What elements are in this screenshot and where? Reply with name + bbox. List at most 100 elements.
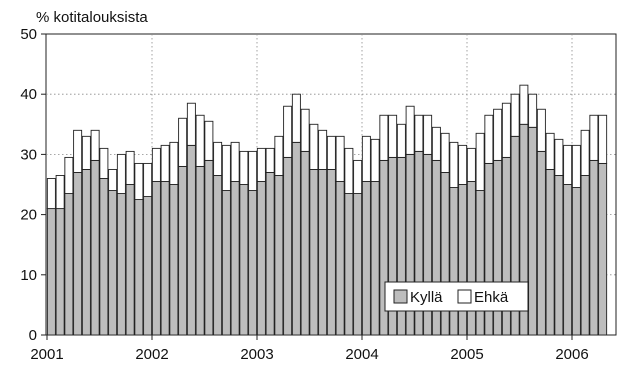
y-axis-label: % kotitalouksista	[36, 9, 148, 26]
bar-ehka-2005-03	[484, 114, 494, 164]
bar-ehka-2001-06	[90, 129, 100, 161]
bar-ehka-2002-05	[186, 102, 196, 146]
bar-ehka-2001-01	[46, 178, 56, 210]
x-tick-label-2003: 2003	[240, 346, 273, 363]
bar-ehka-2004-11	[449, 141, 459, 188]
bar-kylla-2006-01	[571, 187, 581, 336]
bar-kylla-2003-11	[344, 193, 354, 336]
bar-ehka-2001-11	[134, 162, 144, 200]
bar-group	[46, 84, 608, 336]
bar-ehka-2004-05	[396, 123, 406, 158]
bar-kylla-2002-08	[213, 175, 223, 336]
bar-ehka-2003-06	[300, 108, 310, 152]
bar-ehka-2005-12	[563, 144, 573, 185]
y-tick-label-30: 30	[20, 146, 37, 163]
x-tick-label-2005: 2005	[450, 346, 483, 363]
bar-ehka-2004-01	[361, 135, 371, 182]
legend-swatch-ehka	[457, 289, 472, 304]
bar-ehka-2004-08	[423, 114, 433, 155]
bar-kylla-2002-02	[160, 181, 170, 336]
bar-ehka-2003-07	[309, 123, 319, 170]
legend-swatch-kylla	[393, 289, 408, 304]
bar-ehka-2003-05	[291, 93, 301, 143]
bar-ehka-2003-04	[283, 105, 293, 158]
bar-kylla-2001-04	[73, 172, 83, 336]
bar-ehka-2002-06	[195, 114, 205, 167]
bar-kylla-2001-08	[108, 190, 118, 336]
bar-kylla-2002-12	[248, 190, 258, 336]
bar-ehka-2001-09	[116, 153, 126, 194]
bar-ehka-2004-03	[379, 114, 389, 161]
x-tick-label-2001: 2001	[30, 346, 63, 363]
bar-kylla-2002-04	[178, 165, 188, 336]
y-tick-label-40: 40	[20, 86, 37, 103]
bar-ehka-2001-04	[73, 129, 83, 173]
bar-kylla-2005-01	[466, 181, 476, 336]
bar-kylla-2002-10	[230, 181, 240, 336]
bar-ehka-2004-07	[414, 114, 424, 152]
bar-kylla-2003-08	[318, 168, 328, 336]
bar-kylla-2006-02	[580, 175, 590, 336]
bar-ehka-2003-03	[274, 135, 284, 176]
bar-ehka-2005-09	[536, 108, 546, 152]
bar-kylla-2001-06	[90, 159, 100, 336]
bar-ehka-2005-07	[519, 84, 529, 125]
bar-kylla-2003-09	[326, 168, 336, 336]
y-tick-label-50: 50	[20, 26, 37, 43]
bar-ehka-2003-10	[335, 135, 345, 182]
bar-ehka-2002-03	[169, 141, 179, 185]
legend-label-ehka: Ehkä	[474, 289, 509, 306]
bar-ehka-2002-04	[178, 117, 188, 167]
bar-kylla-2001-02	[55, 208, 65, 336]
bar-ehka-2005-04	[493, 108, 503, 161]
bar-kylla-2002-09	[221, 190, 231, 336]
bar-ehka-2006-01	[571, 144, 581, 188]
bar-ehka-2005-01	[466, 147, 476, 182]
bar-ehka-2001-10	[125, 150, 135, 185]
bar-kylla-2001-01	[46, 208, 56, 336]
bar-kylla-2005-12	[563, 184, 573, 336]
bar-kylla-2001-10	[125, 184, 135, 336]
bar-ehka-2002-09	[221, 144, 231, 191]
bar-ehka-2004-02	[370, 138, 380, 182]
bar-kylla-2001-05	[81, 168, 91, 336]
y-tick-label-10: 10	[20, 267, 37, 284]
bar-ehka-2004-09	[431, 126, 441, 161]
axes: 0 10 20 30 40 50 2001 2002 2003 2004 2005 2006	[20, 26, 588, 363]
bar-ehka-2003-12	[353, 159, 363, 194]
bar-ehka-2003-01	[256, 147, 266, 182]
bar-ehka-2004-12	[458, 144, 468, 185]
bar-kylla-2005-09	[536, 150, 546, 336]
y-tick-label-20: 20	[20, 207, 37, 224]
bar-ehka-2005-08	[528, 93, 538, 128]
bar-ehka-undefined	[589, 114, 599, 161]
bar-ehka-2002-07	[204, 120, 214, 161]
bar-kylla-2002-11	[239, 184, 249, 336]
bar-ehka-2005-10	[545, 132, 555, 170]
bar-ehka-2002-11	[239, 150, 249, 185]
bar-ehka-2001-05	[81, 135, 91, 170]
bar-ehka-2006-02	[580, 129, 590, 176]
bar-ehka-2004-04	[388, 114, 398, 158]
bar-kylla-2004-11	[449, 187, 459, 336]
bar-kylla-2001-09	[116, 193, 126, 336]
bar-kylla-2005-02	[475, 190, 485, 336]
bar-ehka-2003-02	[265, 147, 275, 173]
bar-kylla-2005-11	[554, 175, 564, 336]
bar-kylla-2003-02	[265, 172, 275, 336]
x-tick-label-2006: 2006	[555, 346, 588, 363]
bar-ehka-2003-09	[326, 135, 336, 170]
bar-kylla-2003-06	[300, 150, 310, 336]
bar-ehka-2004-10	[440, 132, 450, 173]
bar-kylla-2003-03	[274, 175, 284, 336]
bar-kylla-2002-03	[169, 184, 179, 336]
bar-ehka-2001-07	[99, 147, 109, 179]
bar-ehka-2001-12	[143, 162, 153, 197]
bar-kylla-2003-05	[291, 141, 301, 336]
bar-kylla-2002-07	[204, 159, 214, 336]
bar-kylla-2004-01	[361, 181, 371, 336]
x-tick-label-2004: 2004	[345, 346, 378, 363]
y-tick-label-0: 0	[29, 327, 37, 344]
bar-kylla-2002-05	[186, 144, 196, 336]
